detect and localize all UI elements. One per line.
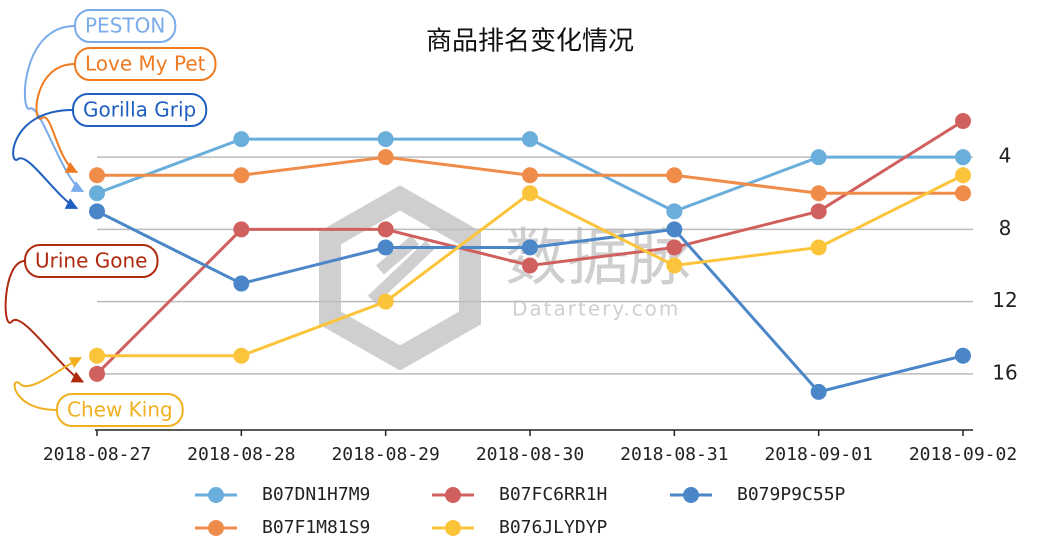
point: [89, 365, 105, 382]
legend-label: B07F1M81S9: [262, 517, 370, 538]
watermark-url: Datartery.com: [512, 297, 680, 321]
point: [666, 203, 683, 220]
annotation: Chew King: [13, 356, 184, 427]
point: [233, 275, 250, 292]
point: [89, 185, 105, 202]
point: [233, 167, 250, 184]
point: [955, 113, 971, 130]
point: [377, 149, 394, 166]
y-tick-label: 8: [999, 216, 1012, 240]
annotation-label: Gorilla Grip: [83, 98, 196, 122]
point: [810, 239, 827, 256]
legend-marker: [208, 520, 224, 536]
point: [810, 149, 827, 166]
annotation-label: Urine Gone: [35, 249, 147, 273]
point: [955, 185, 971, 202]
point: [955, 347, 971, 364]
annotation-box: [24, 244, 159, 278]
annotation-label: PESTON: [85, 14, 165, 38]
point: [522, 167, 538, 184]
annotation-box: [74, 9, 177, 43]
legend-marker: [445, 520, 461, 536]
point: [522, 185, 538, 202]
point: [377, 239, 394, 256]
point: [955, 149, 971, 166]
legend-label: B076JLYDYP: [499, 517, 608, 538]
annotation: Gorilla Grip: [12, 93, 208, 210]
point: [522, 257, 538, 274]
y-tick-label: 4: [999, 144, 1012, 168]
point: [377, 131, 394, 148]
point: [233, 347, 250, 364]
annotation: Love My Pet: [35, 47, 217, 174]
annotation-arrow: [12, 109, 79, 210]
point: [810, 185, 827, 202]
point: [377, 221, 394, 238]
point: [955, 167, 971, 184]
legend-marker: [683, 487, 699, 503]
x-tick-label: 2018-09-02: [909, 444, 1017, 465]
point: [666, 257, 683, 274]
annotation-box: [74, 47, 217, 81]
y-tick-label: 16: [992, 360, 1017, 384]
annotation-arrow: [4, 260, 85, 383]
point: [233, 131, 250, 148]
annotation-box: [56, 393, 184, 427]
annotation-label: Love My Pet: [85, 52, 206, 76]
point: [89, 167, 105, 184]
x-tick-label: 2018-08-27: [43, 444, 151, 465]
legend-label: B07DN1H7M9: [262, 484, 370, 505]
watermark-logo: [367, 235, 435, 305]
legend-label: B07FC6RR1H: [499, 484, 607, 505]
point: [666, 239, 683, 256]
point: [666, 221, 683, 238]
annotation-box: [72, 93, 208, 127]
point: [89, 203, 105, 220]
annotation: PESTON: [23, 9, 177, 193]
point: [522, 239, 538, 256]
point: [522, 131, 538, 148]
point: [810, 383, 827, 400]
chart-title: 商品排名变化情况: [426, 27, 634, 57]
annotation-arrow: [35, 63, 79, 174]
x-tick-label: 2018-08-30: [476, 444, 584, 465]
x-tick-label: 2018-08-29: [331, 444, 439, 465]
y-tick-label: 12: [992, 288, 1017, 312]
x-tick-label: 2018-08-31: [620, 444, 728, 465]
legend-label: B079P9C55P: [737, 484, 846, 505]
point: [89, 347, 105, 364]
point: [233, 221, 250, 238]
legend-marker: [208, 487, 224, 503]
x-tick-label: 2018-09-01: [764, 444, 872, 465]
point: [377, 293, 394, 310]
x-tick-label: 2018-08-28: [187, 444, 295, 465]
legend-marker: [445, 487, 461, 503]
annotation-arrow: [13, 356, 83, 411]
point: [666, 167, 683, 184]
point: [810, 203, 827, 220]
annotation-arrow: [23, 25, 85, 193]
annotation: Urine Gone: [4, 244, 159, 383]
annotation-label: Chew King: [67, 398, 173, 422]
